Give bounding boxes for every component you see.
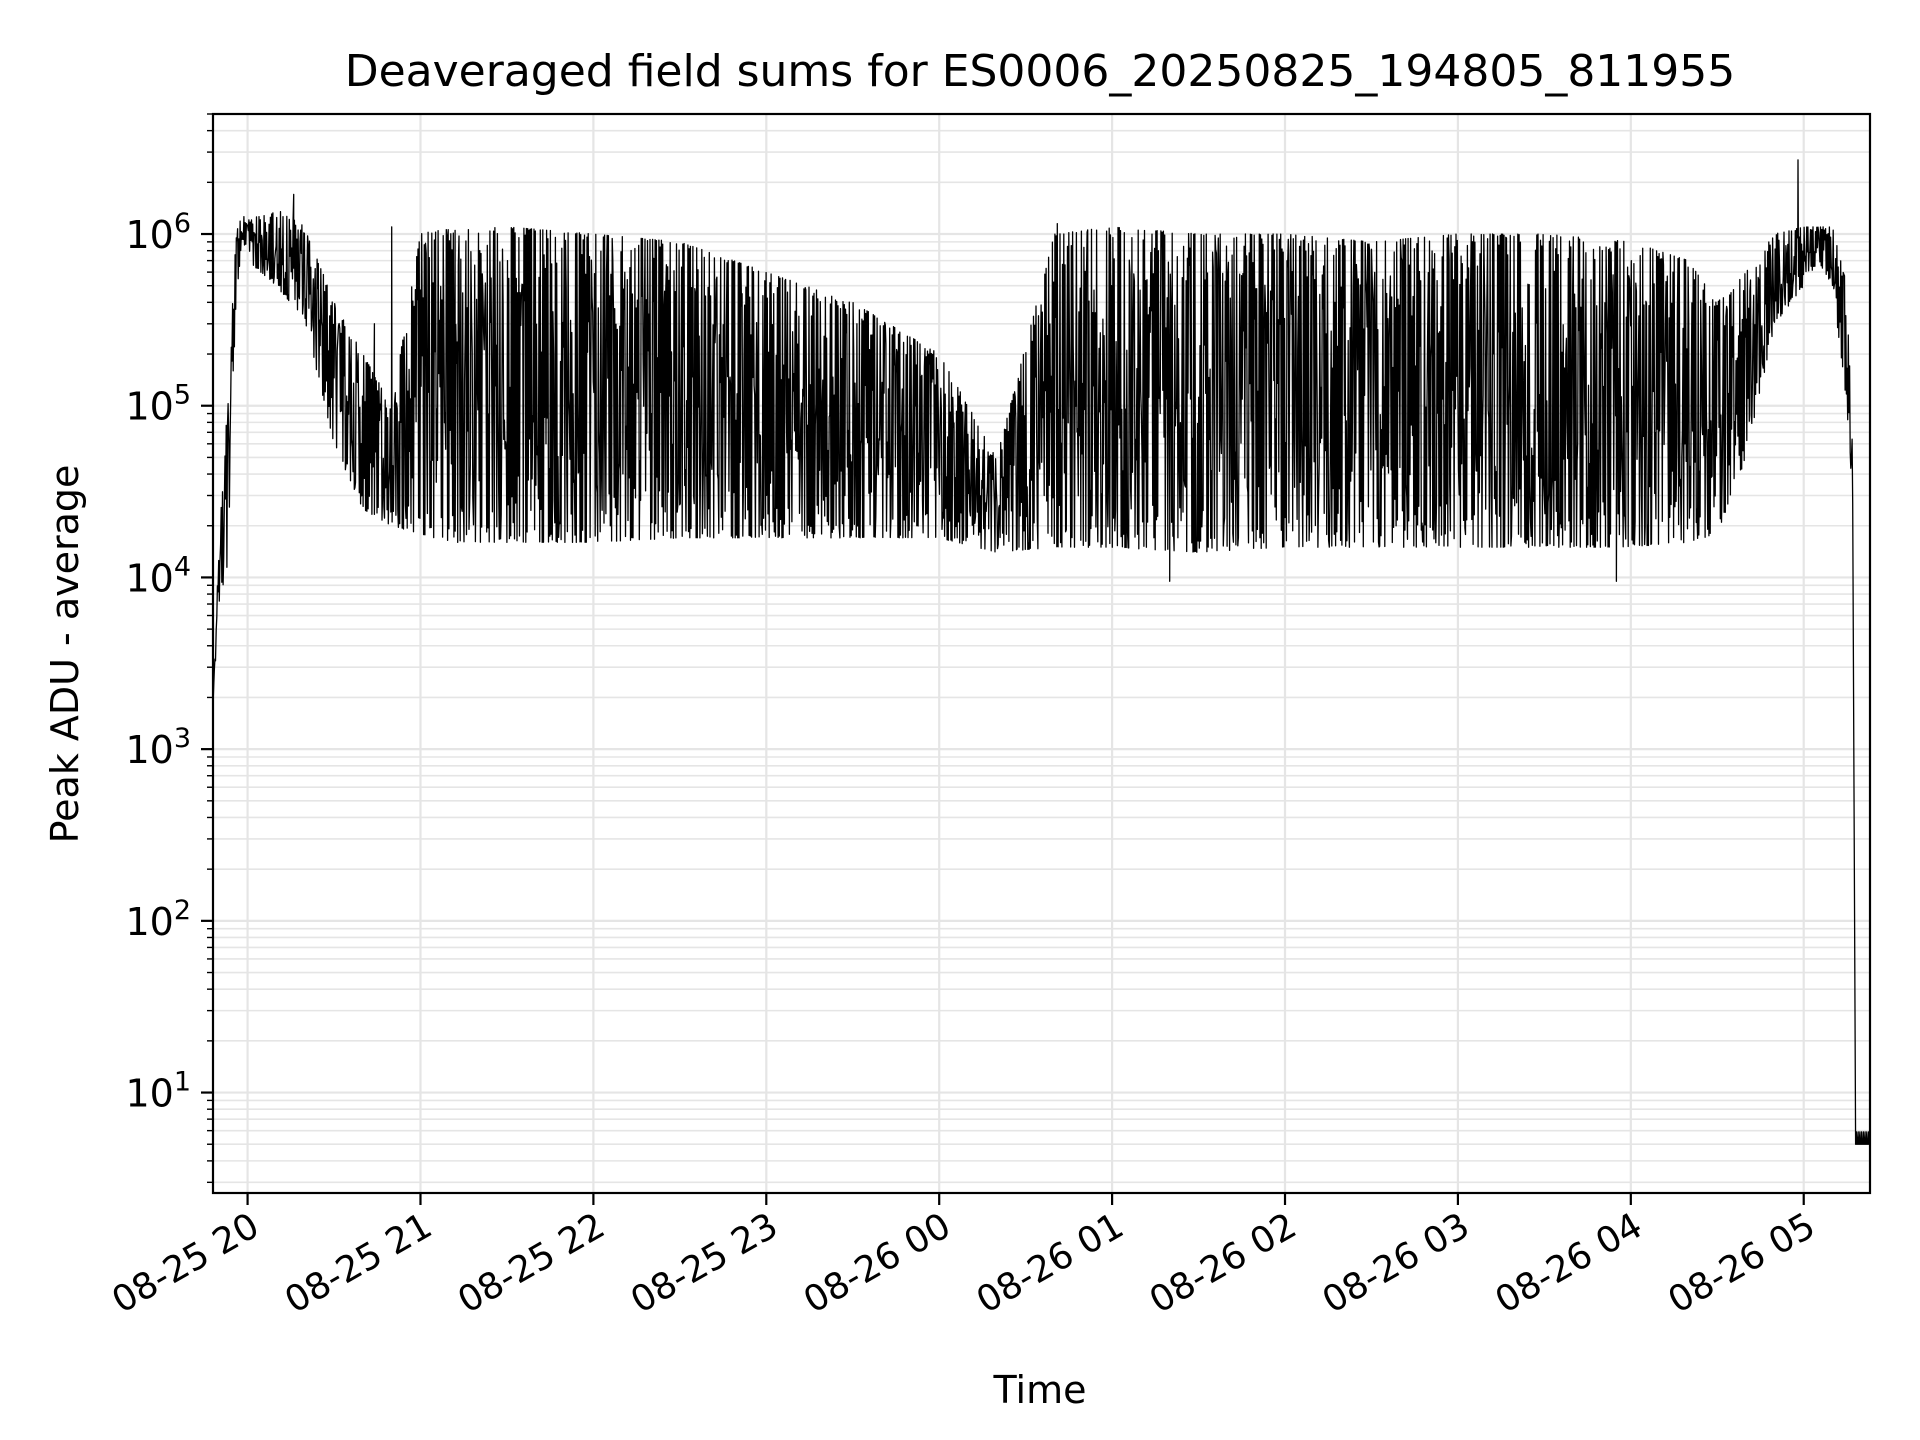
y-tick-label: 105	[125, 380, 191, 429]
x-axis-label: Time	[993, 1368, 1087, 1412]
y-tick-label: 106	[125, 208, 191, 257]
plot-frame	[211, 112, 1872, 1195]
y-tick-label: 103	[125, 723, 191, 772]
y-axis-label: Peak ADU - average	[43, 465, 87, 844]
series-line-group	[212, 159, 1870, 1145]
y-axis-ticks: 101 102 103 104 105 106	[125, 113, 213, 1184]
series-line	[212, 159, 1870, 1145]
y-tick-label: 101	[125, 1067, 191, 1116]
chart-title: Deaveraged field sums for ES0006_2025082…	[345, 46, 1736, 97]
y-tick-label: 104	[125, 551, 191, 600]
y-tick-label: 102	[125, 895, 191, 944]
